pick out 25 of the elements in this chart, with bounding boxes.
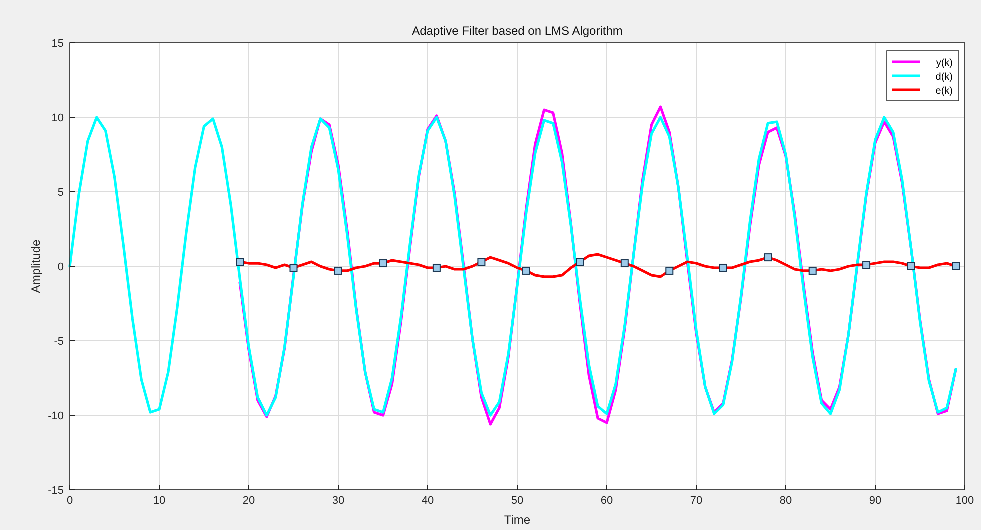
x-tick-label: 20 [242,495,256,507]
chart-title: Adaptive Filter based on LMS Algorithm [412,24,623,38]
legend-label: y(k) [936,58,953,69]
x-tick-label: 80 [780,495,792,507]
x-tick-label: 100 [956,495,974,507]
x-tick-label: 50 [511,495,524,507]
x-tick-label: 70 [690,495,703,507]
line-series [68,116,958,417]
y-axis-title: Amplitude [29,240,43,294]
y-tick-label: 10 [52,112,64,124]
legend-label: e(k) [936,86,953,97]
legend-label: d(k) [936,72,953,83]
y-tick-label: -15 [48,485,64,497]
y-tick-label: -5 [54,336,64,348]
x-tick-label: 40 [422,495,434,507]
y-tick-label: 15 [52,38,64,50]
x-tick-label: 60 [600,495,614,507]
x-tick-label: 90 [869,495,882,507]
y-tick-label: 0 [58,262,64,274]
x-axis-title: Time [504,513,531,527]
y-tick-label: 5 [58,187,64,199]
x-tick-label: 10 [153,495,166,507]
x-tick-label: 0 [66,495,74,507]
y-tick-label: -10 [48,410,64,422]
x-tick-label: 30 [332,495,345,507]
